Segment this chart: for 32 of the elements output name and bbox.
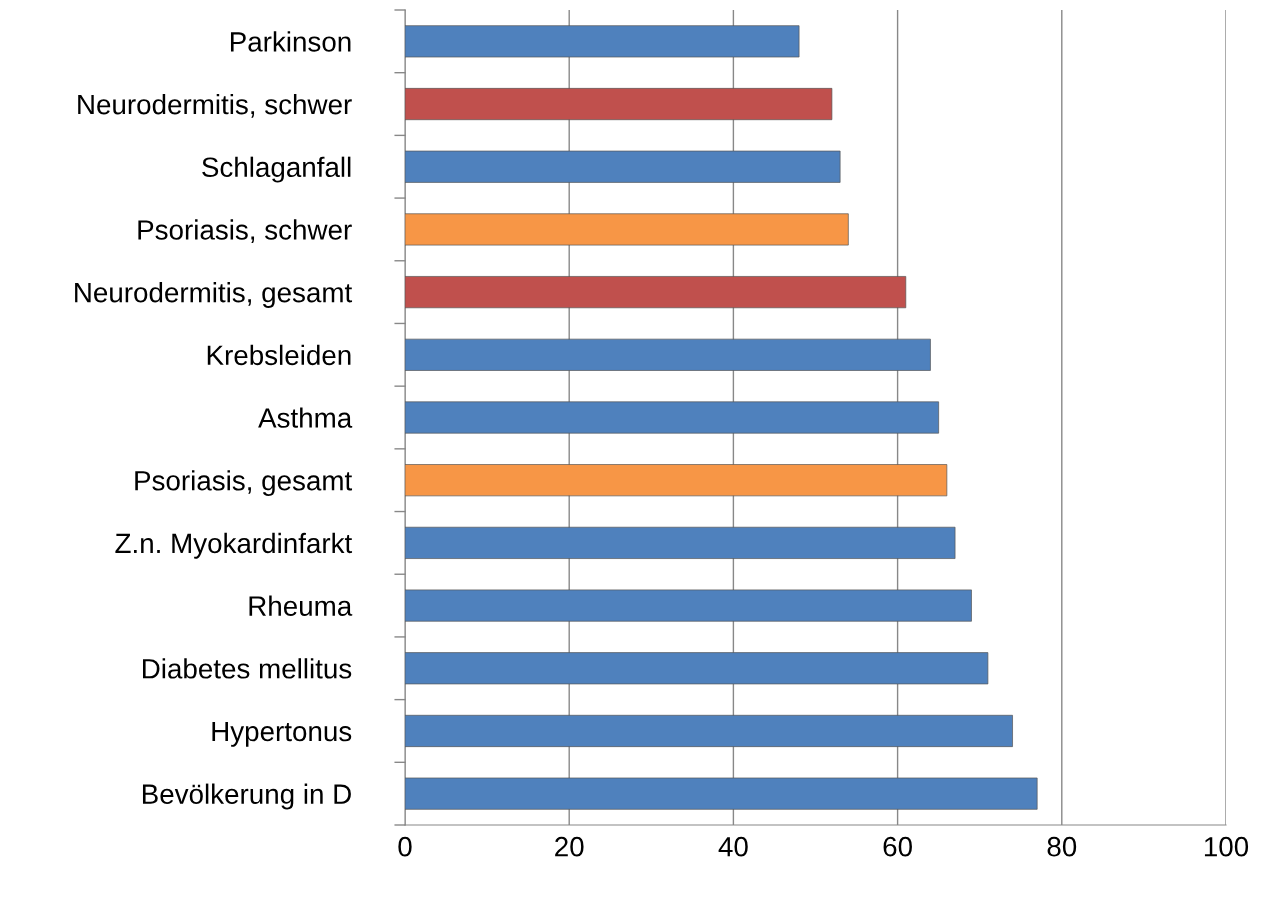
bar — [405, 213, 849, 246]
bar — [405, 88, 833, 121]
y-tick-label: Hypertonus — [212, 721, 352, 747]
bar — [405, 401, 939, 434]
bar — [405, 25, 800, 58]
bar — [405, 338, 931, 371]
x-tick-label: 60 — [883, 836, 912, 857]
y-tick-label: Neurodermitis, gesamt — [75, 282, 353, 308]
y-tick-label: Krebsleiden — [207, 344, 351, 366]
y-tick-label: Schlaganfall — [202, 156, 351, 183]
x-tick-label: 0 — [398, 836, 412, 857]
x-tick-label: 80 — [1047, 836, 1077, 857]
x-tick-label: 20 — [555, 836, 584, 857]
y-tick-label: Asthma — [258, 407, 353, 428]
bar — [405, 464, 948, 497]
y-tick-label: Neurodermitis, schwer — [78, 93, 352, 118]
y-tick-label: Bevölkerung in D — [142, 783, 351, 810]
bar — [405, 652, 989, 685]
bar — [405, 714, 1013, 747]
y-tick-label: Diabetes mellitus — [143, 658, 352, 679]
y-tick-label: Psoriasis, gesamt — [135, 470, 353, 497]
x-tick-label: 40 — [718, 836, 748, 857]
bar — [405, 777, 1038, 810]
y-tick-label: Rheuma — [249, 595, 353, 616]
x-tick-label: 100 — [1204, 836, 1249, 857]
y-tick-label: Parkinson — [230, 31, 351, 52]
y-tick-label: Z.n. Myokardinfarkt — [115, 532, 353, 559]
y-tick-label: Psoriasis, schwer — [138, 219, 352, 244]
bar — [405, 589, 972, 622]
bar — [405, 150, 841, 183]
bar — [405, 526, 956, 559]
bar — [405, 276, 907, 309]
